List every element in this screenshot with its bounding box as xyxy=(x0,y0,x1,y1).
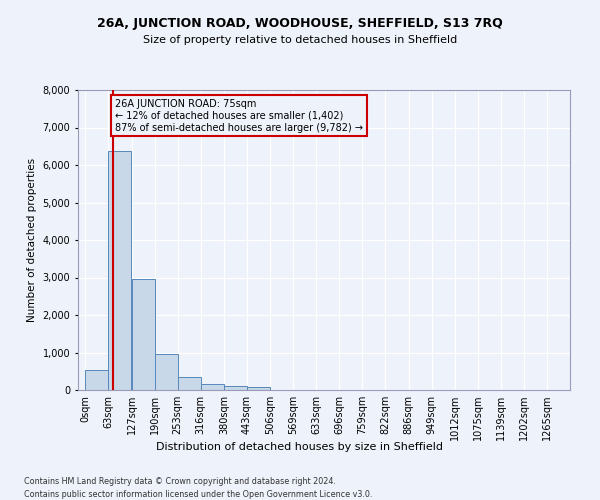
Bar xyxy=(224,386,247,390)
Bar xyxy=(85,370,108,390)
Bar xyxy=(178,377,200,390)
Text: Distribution of detached houses by size in Sheffield: Distribution of detached houses by size … xyxy=(157,442,443,452)
Bar xyxy=(247,387,270,390)
Text: Size of property relative to detached houses in Sheffield: Size of property relative to detached ho… xyxy=(143,35,457,45)
Bar xyxy=(108,151,131,390)
Y-axis label: Number of detached properties: Number of detached properties xyxy=(27,158,37,322)
Text: 26A, JUNCTION ROAD, WOODHOUSE, SHEFFIELD, S13 7RQ: 26A, JUNCTION ROAD, WOODHOUSE, SHEFFIELD… xyxy=(97,18,503,30)
Bar xyxy=(200,384,224,390)
Text: 26A JUNCTION ROAD: 75sqm
← 12% of detached houses are smaller (1,402)
87% of sem: 26A JUNCTION ROAD: 75sqm ← 12% of detach… xyxy=(115,100,363,132)
Text: Contains public sector information licensed under the Open Government Licence v3: Contains public sector information licen… xyxy=(24,490,373,499)
Bar xyxy=(155,354,178,390)
Text: Contains HM Land Registry data © Crown copyright and database right 2024.: Contains HM Land Registry data © Crown c… xyxy=(24,478,336,486)
Bar xyxy=(131,279,155,390)
